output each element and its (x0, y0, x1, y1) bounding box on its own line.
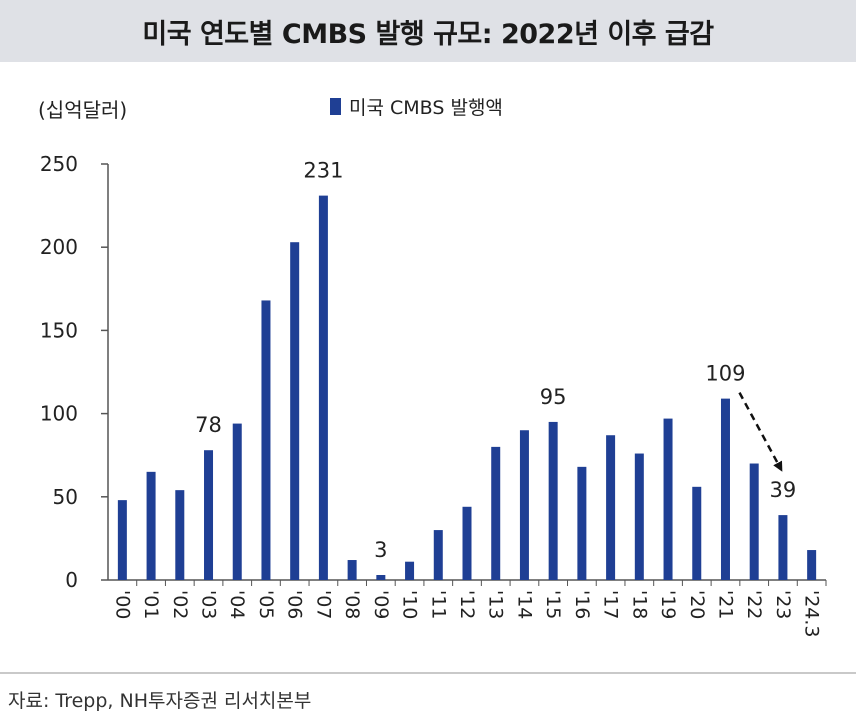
y-tick-label: 200 (40, 235, 78, 259)
bar (548, 421, 558, 580)
y-tick-label: 100 (40, 402, 78, 426)
data-label: 78 (195, 413, 222, 437)
data-label: 39 (770, 478, 797, 502)
bar (146, 471, 156, 580)
x-tick-label: '07 (312, 590, 334, 619)
x-tick-label: '23 (772, 590, 794, 619)
bar (491, 446, 501, 580)
title-bar: 미국 연도별 CMBS 발행 규모: 2022년 이후 급감 (0, 0, 856, 62)
bar (261, 300, 271, 580)
x-tick-label: '17 (600, 590, 622, 619)
x-tick-label: '06 (284, 590, 306, 619)
bar (204, 450, 214, 580)
legend-swatch (330, 98, 341, 115)
bar (807, 550, 817, 580)
bar (290, 242, 300, 580)
y-tick-label: 250 (40, 152, 78, 176)
y-tick-label: 150 (40, 318, 78, 342)
x-tick-label: '13 (485, 590, 507, 619)
x-tick-label: '19 (657, 590, 679, 619)
x-tick-label: '24.3 (801, 590, 823, 638)
bar (117, 500, 127, 580)
y-tick-label: 50 (53, 485, 78, 509)
x-tick-label: '14 (513, 590, 535, 619)
bar (577, 466, 587, 580)
x-tick-label: '18 (628, 590, 650, 619)
dashed-arrow (738, 392, 783, 472)
bar (433, 530, 443, 580)
bar (347, 560, 357, 580)
x-tick-label: '12 (456, 590, 478, 619)
x-tick-label: '21 (714, 590, 736, 619)
bar (519, 430, 529, 580)
data-label: 3 (374, 538, 387, 562)
x-tick-label: '01 (140, 590, 162, 619)
y-tick-label: 0 (65, 568, 78, 592)
x-tick-label: '05 (255, 590, 277, 619)
source-note: 자료: Trepp, NH투자증권 리서치본부 (8, 690, 312, 712)
bar (663, 418, 673, 580)
bar (376, 575, 386, 580)
bar (462, 506, 472, 580)
bar (175, 490, 185, 580)
data-label: 231 (303, 159, 343, 183)
x-tick-label: '15 (542, 590, 564, 619)
bar (405, 561, 415, 580)
legend: 미국 CMBS 발행액 (330, 97, 503, 119)
x-tick-label: '11 (427, 590, 449, 619)
data-label: 95 (540, 385, 567, 409)
y-axis: 0 50 100 150 200 250 (40, 152, 826, 592)
x-tick-label: '04 (226, 590, 248, 619)
x-tick-label: '10 (399, 590, 421, 619)
bar (720, 398, 730, 580)
bar (692, 486, 702, 580)
x-tick-label: '02 (169, 590, 191, 619)
x-axis-labels: '00 '01 '02 '03 '04 '05 '06 '07 '08 '09 '10 '11 '12 '… (111, 580, 827, 638)
y-unit-label: (십억달러) (38, 98, 127, 122)
x-tick-label: '03 (198, 590, 220, 619)
legend-label: 미국 CMBS 발행액 (349, 97, 503, 119)
bar (318, 195, 328, 580)
bar (606, 435, 616, 580)
x-tick-label: '16 (571, 590, 593, 619)
data-labels: 78 231 3 95 109 39 (195, 159, 796, 562)
x-tick-label: '09 (370, 590, 392, 619)
x-tick-label: '22 (743, 590, 765, 619)
data-label: 109 (705, 362, 745, 386)
divider (0, 672, 856, 674)
bar (778, 515, 788, 580)
chart-title: 미국 연도별 CMBS 발행 규모: 2022년 이후 급감 (142, 18, 714, 50)
bars (117, 195, 817, 580)
annotations (738, 392, 783, 472)
x-tick-label: '08 (341, 590, 363, 619)
x-tick-label: '20 (686, 590, 708, 619)
bar (634, 453, 644, 580)
x-tick-label: '00 (111, 590, 133, 619)
bar (749, 463, 759, 580)
bar (232, 423, 242, 580)
